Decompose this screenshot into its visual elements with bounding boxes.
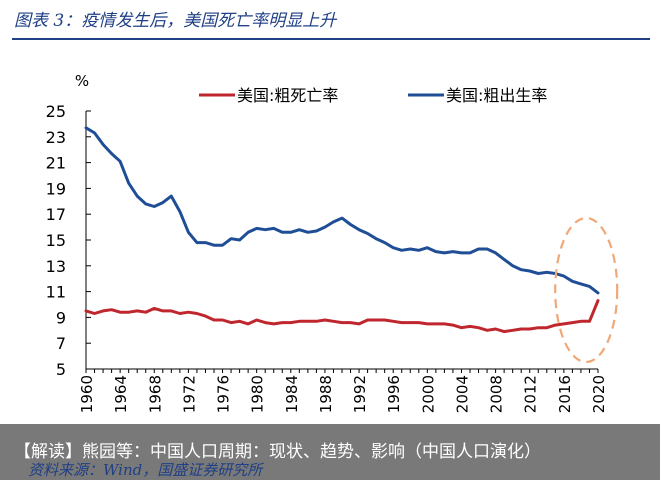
x-tick-label: 2016 [556,375,574,413]
y-tick-label: 11 [46,283,66,302]
y-tick-label: 9 [56,308,66,327]
series-line-birth-rate [84,126,600,295]
legend-label: 美国:粗死亡率 [237,86,338,105]
highlight-ellipse [554,216,619,364]
x-tick-label: 1980 [249,375,267,413]
y-tick-label: 23 [46,128,66,147]
y-axis-unit: % [75,72,89,90]
caption-text: 【解读】熊园等：中国人口周期：现状、趋势、影响（中国人口演化） [14,442,541,462]
x-tick-label: 1992 [351,375,369,413]
x-tick-label: 1996 [385,375,403,413]
x-tick-label: 1972 [180,375,198,413]
x-tick-label: 1964 [112,375,130,413]
figure-title: 图表 3：疫情发生后，美国死亡率明显上升 [14,11,337,31]
y-tick-label: 7 [56,334,66,353]
y-tick-label: 15 [46,231,66,250]
x-tick-label: 1988 [317,375,335,413]
y-tick-label: 19 [46,179,66,198]
chart-series [84,126,600,334]
source-note: 资料来源：Wind，国盛证券研究所 [28,461,263,479]
y-tick-label: 25 [46,102,66,121]
title-divider [12,38,650,40]
y-tick-label: 13 [46,257,66,276]
x-tick-label: 2012 [522,375,540,413]
y-tick-label: 17 [46,205,66,224]
y-tick-label: 21 [46,154,66,173]
x-tick-label: 2008 [488,375,506,413]
line-chart: % 5 7 9 11 13 15 17 19 21 23 25 1960 1964 1968 1972 1976… [46,72,619,413]
legend-label: 美国:粗出生率 [446,86,547,105]
caption-banner [0,424,660,480]
x-tick-label: 1984 [283,375,301,413]
x-tick-label: 1976 [215,375,233,413]
y-tick-label: 5 [56,360,66,379]
series-line-death-rate [84,299,600,334]
chart-legend: 美国:粗死亡率 美国:粗出生率 [199,86,547,105]
x-tick-label: 1960 [78,375,96,413]
x-tick-label: 1968 [146,375,164,413]
x-tick-label: 2004 [453,375,471,413]
x-tick-label: 2020 [590,375,608,413]
chart-annotations [554,216,619,364]
chart-axes: % 5 7 9 11 13 15 17 19 21 23 25 1960 1964 1968 1972 1976… [46,72,608,413]
x-tick-label: 2000 [419,375,437,413]
